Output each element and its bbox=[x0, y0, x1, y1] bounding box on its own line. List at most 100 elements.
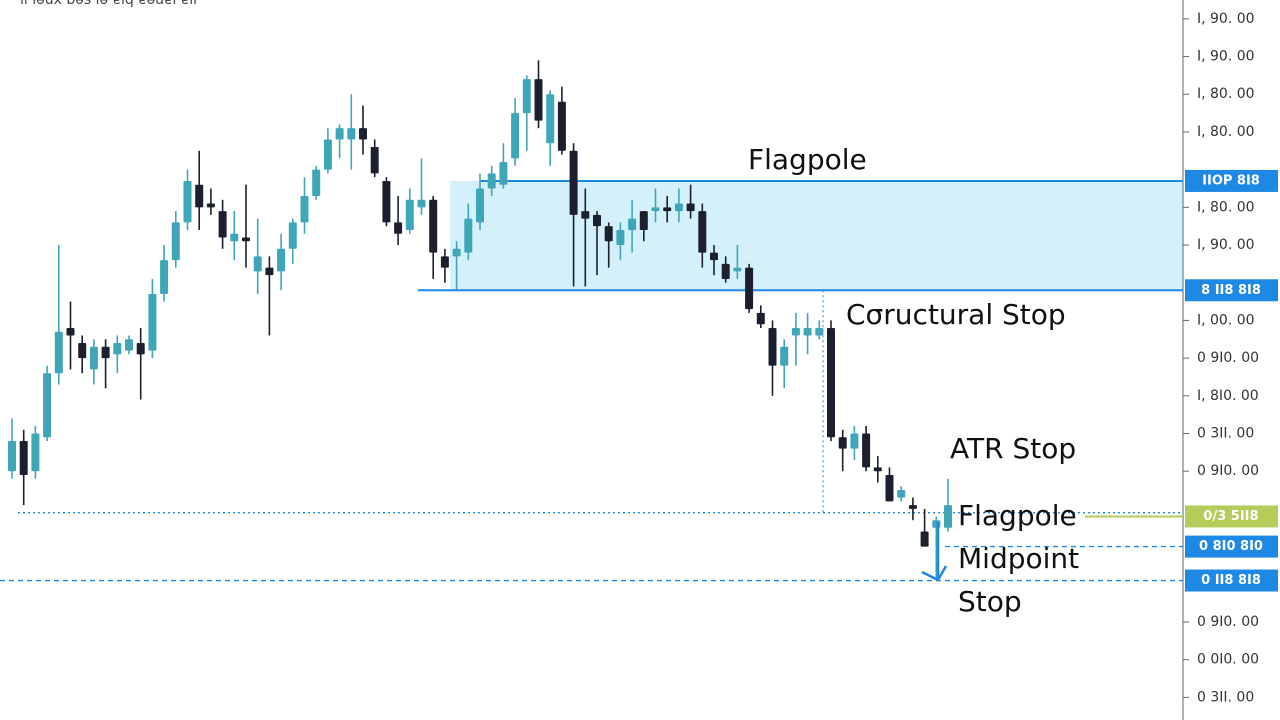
candle-body bbox=[370, 147, 379, 174]
y-tick-label: 0 3II. 00 bbox=[1197, 426, 1254, 442]
candle-body bbox=[43, 373, 52, 438]
candle-body bbox=[54, 331, 63, 374]
candle-body bbox=[885, 474, 894, 502]
y-tick-label: 0 0I0. 00 bbox=[1197, 652, 1259, 668]
candle-body bbox=[31, 433, 40, 472]
candle-body bbox=[616, 229, 625, 246]
candle-body bbox=[768, 327, 777, 366]
candle-body bbox=[476, 188, 484, 223]
candle-body bbox=[277, 248, 286, 272]
annotation: Midpoint bbox=[958, 542, 1079, 575]
candle-body bbox=[440, 256, 449, 268]
annotation: ATR Stop bbox=[950, 432, 1076, 465]
candle-body bbox=[546, 94, 555, 144]
y-tick-label: I, 90. 00 bbox=[1197, 49, 1255, 65]
candle-body bbox=[382, 180, 391, 223]
candle-body bbox=[113, 343, 122, 355]
candle-body bbox=[218, 211, 227, 238]
y-tick-label: I, 90. 00 bbox=[1197, 11, 1255, 27]
candle-body bbox=[827, 327, 835, 438]
candle-body bbox=[265, 267, 274, 276]
candle-body bbox=[101, 346, 110, 359]
candle-body bbox=[628, 218, 637, 230]
candle-body bbox=[452, 248, 461, 257]
y-tick-label: I, 00. 00 bbox=[1197, 312, 1255, 328]
candle-body bbox=[557, 101, 566, 151]
candle-body bbox=[323, 139, 332, 170]
candle-body bbox=[663, 207, 672, 212]
candle-body bbox=[405, 199, 414, 230]
candle-body bbox=[651, 207, 660, 212]
y-tick-label: I, 80. 00 bbox=[1197, 86, 1255, 102]
candle-body bbox=[136, 343, 145, 355]
candle-body bbox=[838, 437, 847, 449]
level-tag bbox=[1185, 569, 1278, 592]
flag-zone bbox=[450, 180, 1183, 291]
candle-body bbox=[394, 222, 403, 234]
candle-body bbox=[171, 222, 180, 261]
candle-body bbox=[359, 128, 367, 140]
candle-body bbox=[66, 327, 75, 336]
candle-body bbox=[698, 211, 707, 253]
candle-body bbox=[347, 128, 356, 140]
annotation: Cσructural Stop bbox=[846, 298, 1066, 331]
candle-body bbox=[534, 79, 543, 121]
level-tag-label: IIOP 8I8 bbox=[1202, 173, 1260, 188]
y-tick-label: 0 9I0. 00 bbox=[1197, 350, 1259, 366]
level-tag bbox=[1185, 279, 1278, 302]
candle-body bbox=[288, 222, 297, 249]
level-tag-label: 0/3 5II8 bbox=[1203, 509, 1258, 524]
candle-body bbox=[148, 294, 157, 351]
candle-body bbox=[897, 490, 906, 498]
candle-body bbox=[230, 233, 239, 242]
candle-body bbox=[511, 113, 520, 159]
level-tag-label: 8 II8 8I8 bbox=[1201, 283, 1261, 298]
candle-body bbox=[604, 226, 613, 242]
candle-body bbox=[944, 505, 952, 528]
candle-body bbox=[686, 203, 695, 212]
y-tick-label: I, 90. 00 bbox=[1197, 237, 1255, 253]
candle-body bbox=[593, 214, 601, 227]
y-tick-label: I, 8I0. 00 bbox=[1197, 388, 1259, 404]
level-tag bbox=[1185, 505, 1278, 528]
candle-body bbox=[733, 267, 742, 272]
candle-body bbox=[125, 339, 133, 351]
candle-body bbox=[674, 203, 683, 212]
candle-body bbox=[815, 327, 824, 336]
candle-body bbox=[639, 211, 648, 230]
candle-body bbox=[710, 252, 718, 261]
y-tick-label: I, 80. 00 bbox=[1197, 124, 1255, 140]
candle-body bbox=[195, 184, 204, 208]
candle-body bbox=[745, 267, 754, 310]
annotation: Flagpole bbox=[748, 143, 867, 176]
candle-body bbox=[908, 505, 917, 509]
candle-body bbox=[780, 346, 789, 366]
candle-body bbox=[183, 180, 192, 223]
y-tick-label: 0 3II. 00 bbox=[1197, 689, 1254, 705]
candle-body bbox=[78, 343, 87, 359]
candle-body bbox=[253, 256, 262, 272]
level-tag bbox=[1185, 169, 1278, 192]
candle-body bbox=[242, 237, 250, 242]
candle-body bbox=[312, 169, 321, 197]
level-tag-label: 0 8I0 8I0 bbox=[1199, 539, 1263, 554]
candle-body bbox=[569, 150, 578, 215]
candle-body bbox=[721, 263, 730, 279]
candle-body bbox=[920, 531, 929, 547]
level-tag-label: 0 II8 8I8 bbox=[1201, 573, 1261, 588]
level-tag bbox=[1185, 535, 1278, 558]
candle-body bbox=[522, 79, 531, 114]
candle-body bbox=[300, 196, 309, 223]
candle-body bbox=[89, 346, 98, 370]
y-tick-label: 0 9I0. 00 bbox=[1197, 463, 1259, 479]
annotation: Flagpole bbox=[958, 499, 1077, 532]
candle-body bbox=[160, 260, 169, 295]
candle-body bbox=[335, 128, 344, 140]
candle-body bbox=[499, 162, 508, 185]
y-tick-label: I, 80. 00 bbox=[1197, 199, 1255, 215]
candle-body bbox=[417, 199, 426, 208]
candle-body bbox=[873, 467, 882, 472]
candle-body bbox=[791, 327, 800, 336]
annotation: Stop bbox=[958, 585, 1022, 618]
